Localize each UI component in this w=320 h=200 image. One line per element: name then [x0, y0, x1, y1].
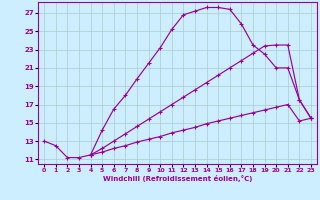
X-axis label: Windchill (Refroidissement éolien,°C): Windchill (Refroidissement éolien,°C): [103, 175, 252, 182]
